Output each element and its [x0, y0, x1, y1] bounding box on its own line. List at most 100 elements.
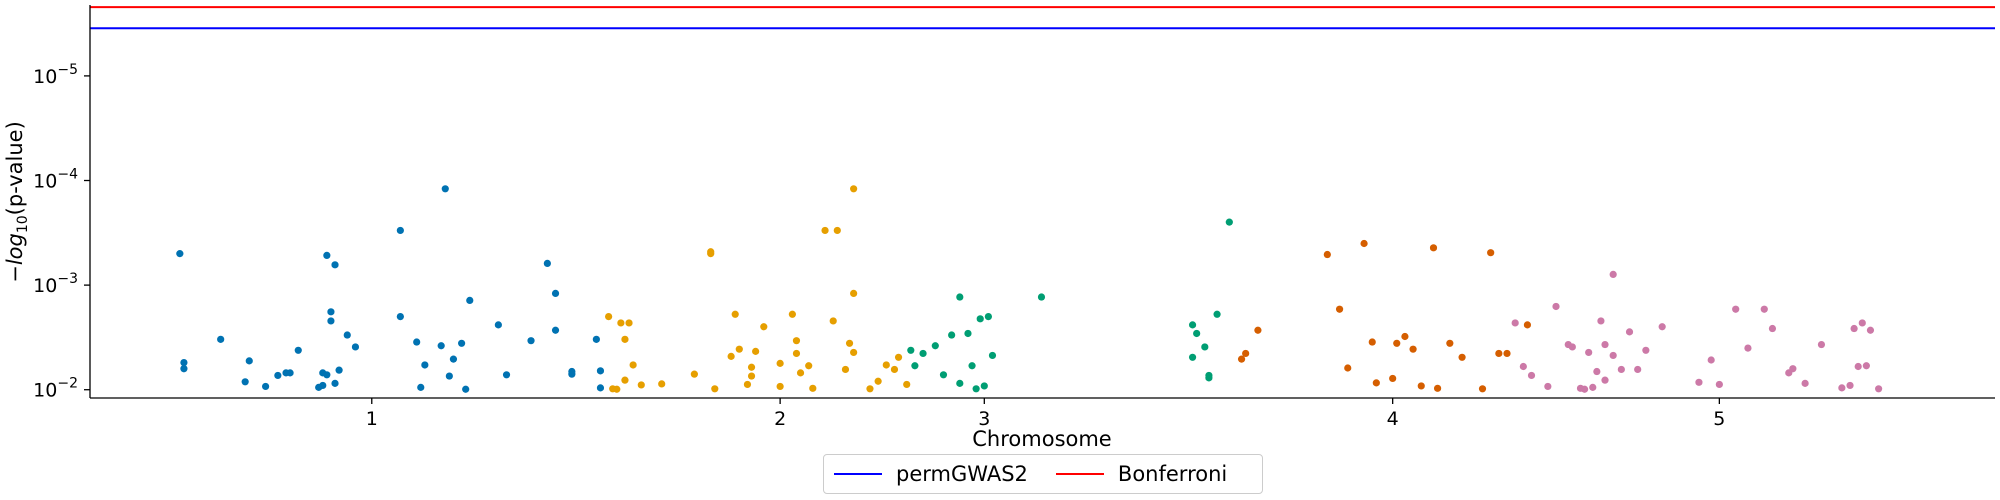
x-tick-label-2: 2 [774, 408, 786, 430]
point-chr2-20 [760, 323, 768, 331]
point-chr2-30 [833, 226, 841, 235]
point-chr3-9 [968, 362, 976, 370]
point-chr3-14 [988, 351, 997, 360]
point-chr5-30 [1789, 365, 1797, 373]
point-chr2-37 [882, 361, 890, 369]
point-chr2-13 [727, 352, 735, 360]
point-chr3-7 [956, 293, 964, 301]
point-chr5-23 [1707, 356, 1715, 364]
point-chr3-19 [1201, 343, 1209, 351]
point-chr2-17 [747, 363, 756, 371]
point-chr1-29 [441, 185, 449, 193]
point-chr5-15 [1609, 351, 1617, 360]
data-points [176, 185, 1883, 393]
point-chr1-35 [494, 321, 502, 329]
point-chr1-5 [245, 357, 253, 365]
point-chr5-8 [1580, 385, 1589, 393]
point-chr4-0 [1237, 355, 1246, 363]
point-chr5-24 [1715, 380, 1723, 389]
y-tick-label-2: 10−3 [33, 271, 78, 297]
point-chr5-2 [1527, 371, 1536, 380]
point-chr2-0 [605, 313, 613, 321]
x-tick-label-5: 5 [1713, 408, 1725, 430]
point-chr5-27 [1760, 305, 1768, 313]
point-chr2-23 [788, 310, 796, 318]
point-chr3-8 [964, 329, 972, 338]
point-chr1-14 [323, 251, 331, 260]
point-chr1-10 [294, 346, 302, 354]
point-chr1-19 [331, 379, 339, 387]
point-chr4-8 [1372, 379, 1380, 387]
point-chr5-28 [1768, 324, 1777, 333]
point-chr2-24 [792, 337, 801, 345]
legend-swatch-permgwas2 [834, 473, 882, 475]
point-chr1-23 [396, 226, 404, 235]
point-chr5-34 [1846, 381, 1854, 390]
point-chr3-12 [980, 382, 988, 390]
x-tick-label-4: 4 [1387, 408, 1399, 430]
point-chr4-10 [1393, 339, 1401, 347]
point-chr5-12 [1597, 317, 1605, 325]
point-chr5-10 [1589, 383, 1597, 391]
point-chr2-43 [850, 185, 858, 193]
threshold-lines [90, 6, 1995, 30]
point-chr1-27 [421, 361, 429, 369]
point-chr3-4 [939, 371, 948, 379]
point-chr5-25 [1732, 305, 1740, 313]
point-chr3-22 [1213, 310, 1221, 318]
point-chr1-9 [286, 369, 294, 377]
point-chr2-36 [874, 377, 882, 385]
point-chr3-18 [1193, 329, 1201, 338]
point-chr1-37 [527, 337, 535, 345]
point-chr2-14 [731, 310, 739, 318]
point-chr3-11 [976, 315, 984, 323]
point-chr3-1 [911, 362, 919, 370]
point-chr3-13 [984, 313, 992, 321]
legend-item-permgwas2: permGWAS2 [834, 462, 1028, 486]
point-chr2-19 [752, 347, 760, 355]
y-axis-title-sub: 10 [15, 215, 31, 233]
point-chr1-34 [466, 296, 474, 304]
point-chr2-42 [821, 226, 829, 235]
point-chr3-2 [919, 349, 927, 358]
x-axis-title: Chromosome [972, 427, 1111, 450]
point-chr2-10 [690, 370, 698, 378]
y-axis-title-minus: − [3, 265, 27, 283]
point-chr4-17 [1458, 353, 1466, 361]
y-tick-label-0: 10−5 [33, 62, 78, 88]
point-chr1-2 [180, 365, 188, 373]
point-chr2-8 [637, 381, 645, 389]
point-chr5-33 [1838, 384, 1846, 392]
point-chr4-16 [1446, 339, 1454, 347]
point-chr4-14 [1429, 244, 1438, 252]
x-tick-label-3: 3 [978, 408, 990, 430]
point-chr5-14 [1601, 340, 1609, 349]
point-chr3-6 [956, 379, 964, 387]
point-chr5-3 [1544, 382, 1552, 391]
point-chr1-1 [180, 358, 188, 367]
point-chr5-37 [1858, 319, 1866, 327]
point-chr4-9 [1389, 374, 1397, 383]
point-chr4-19 [1487, 249, 1495, 257]
point-chr3-15 [1037, 293, 1046, 301]
point-chr5-32 [1817, 340, 1826, 349]
point-chr2-33 [850, 348, 858, 357]
point-chr5-9 [1585, 348, 1593, 357]
point-chr4-22 [1523, 321, 1532, 329]
point-chr4-15 [1433, 384, 1442, 392]
point-chr3-5 [948, 331, 956, 339]
point-chr5-0 [1511, 319, 1519, 327]
point-chr1-17 [327, 308, 335, 316]
point-chr3-16 [1188, 321, 1197, 329]
legend: permGWAS2 Bonferroni [823, 454, 1263, 494]
point-chr5-21 [1658, 323, 1666, 331]
point-chr1-39 [551, 326, 560, 334]
point-chr4-12 [1409, 345, 1417, 353]
legend-label-bonferroni: Bonferroni [1117, 462, 1228, 486]
point-chr5-19 [1634, 365, 1642, 374]
point-chr2-41 [707, 248, 715, 256]
point-chr1-31 [449, 355, 458, 363]
point-chr5-13 [1601, 376, 1609, 384]
point-chr5-36 [1854, 362, 1862, 371]
point-chr2-38 [890, 365, 899, 374]
